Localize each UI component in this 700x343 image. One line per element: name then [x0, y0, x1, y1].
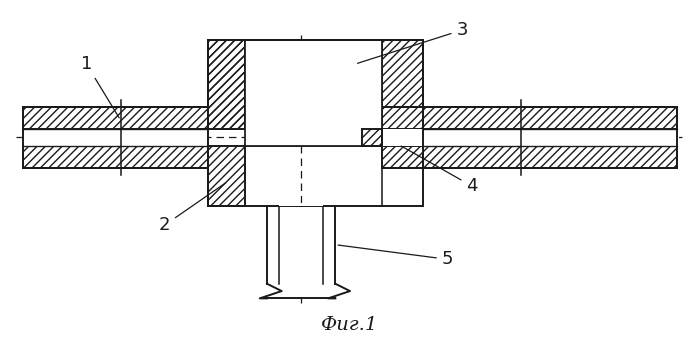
Bar: [424, 129, 677, 146]
Bar: [362, 129, 382, 146]
Bar: [382, 107, 423, 129]
Bar: [23, 107, 209, 129]
Bar: [424, 107, 677, 129]
Bar: [279, 203, 323, 206]
Bar: [209, 40, 245, 129]
Text: 3: 3: [358, 21, 468, 63]
Text: 5: 5: [338, 245, 454, 268]
Bar: [382, 107, 423, 129]
Bar: [382, 40, 423, 129]
Bar: [382, 146, 423, 168]
Bar: [245, 40, 382, 146]
Bar: [424, 107, 677, 129]
Bar: [209, 40, 245, 129]
Bar: [209, 40, 245, 129]
Bar: [382, 129, 423, 146]
Bar: [245, 40, 382, 146]
Text: 4: 4: [401, 146, 478, 195]
Bar: [424, 146, 677, 168]
Bar: [424, 146, 677, 168]
Bar: [382, 40, 423, 129]
Bar: [23, 129, 209, 146]
Bar: [209, 146, 245, 206]
Text: 2: 2: [159, 183, 225, 234]
Bar: [23, 146, 209, 168]
Bar: [209, 146, 245, 206]
Bar: [209, 40, 245, 129]
Bar: [23, 146, 209, 168]
Bar: [267, 206, 335, 298]
Bar: [23, 107, 209, 129]
Bar: [209, 40, 424, 206]
Text: 1: 1: [80, 55, 119, 118]
Text: Фиг.1: Фиг.1: [321, 316, 379, 334]
Bar: [362, 129, 382, 146]
Bar: [382, 146, 423, 168]
